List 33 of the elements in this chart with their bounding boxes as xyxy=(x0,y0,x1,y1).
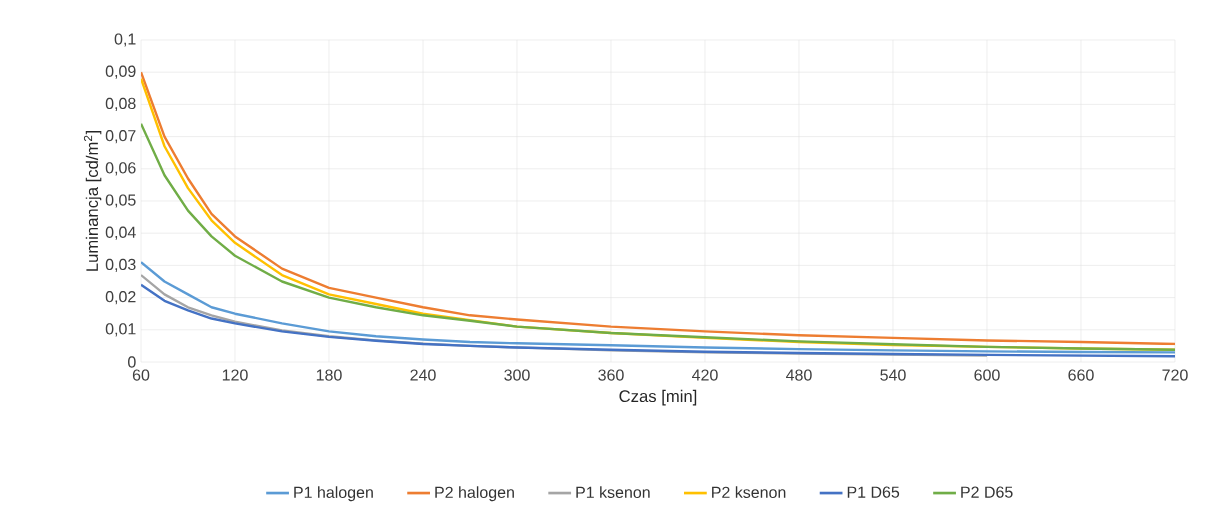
legend-label: P2 D65 xyxy=(961,486,1013,498)
x-tick-label: 240 xyxy=(410,369,436,381)
y-tick-label: 0 xyxy=(128,356,136,368)
legend-label: P1 ksenon xyxy=(576,486,650,498)
x-tick-label: 360 xyxy=(598,369,624,381)
x-tick-label: 540 xyxy=(880,369,906,381)
y-tick-label: 0,05 xyxy=(105,194,136,208)
x-tick-label: 660 xyxy=(1068,369,1094,381)
y-tick-label: 0,1 xyxy=(114,33,136,47)
y-tick-label: 0,06 xyxy=(105,162,136,176)
y-tick-label: 0,07 xyxy=(105,130,136,144)
x-tick-label: 720 xyxy=(1162,369,1188,381)
x-tick-label: 120 xyxy=(222,369,248,381)
x-axis-title: Czas [min] xyxy=(619,389,697,406)
y-tick-label: 0,04 xyxy=(105,226,136,240)
x-tick-label: 60 xyxy=(132,369,150,381)
y-tick-label: 0,03 xyxy=(105,258,136,273)
legend-label: P2 halogen xyxy=(435,486,514,502)
x-tick-label: 600 xyxy=(974,369,1000,381)
legend-label: P1 halogen xyxy=(294,486,373,502)
y-axis-title: Luminancja [cd/m$^{2}$] xyxy=(83,130,102,271)
line-series xyxy=(141,122,1175,351)
y-tick-label: 0,08 xyxy=(105,97,136,112)
y-tick-label: 0,09 xyxy=(105,65,136,79)
x-tick-label: 420 xyxy=(692,369,718,381)
y-tick-label: 0,01 xyxy=(105,323,136,337)
x-tick-label: 300 xyxy=(504,369,530,381)
legend-label: P2 ksenon xyxy=(712,486,786,498)
legend-label: P1 D65 xyxy=(847,486,900,498)
x-tick-label: 480 xyxy=(786,369,812,381)
x-tick-label: 180 xyxy=(316,369,342,381)
y-tick-label: 0,02 xyxy=(105,291,136,305)
line-series xyxy=(141,260,1175,354)
